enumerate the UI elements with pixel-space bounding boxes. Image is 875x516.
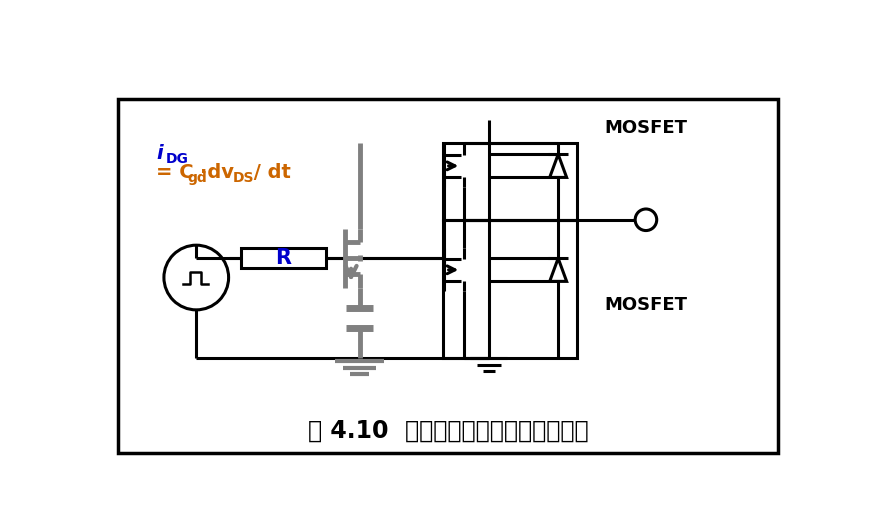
Text: ·dv: ·dv (200, 163, 234, 182)
Text: / dt: / dt (247, 163, 291, 182)
Text: MOSFET: MOSFET (605, 296, 688, 314)
Polygon shape (550, 259, 567, 281)
Text: DS: DS (234, 171, 255, 185)
Bar (241, 248, 326, 268)
Text: MOSFET: MOSFET (605, 119, 688, 137)
Polygon shape (550, 154, 567, 178)
Text: DG: DG (166, 152, 189, 166)
Text: gd: gd (187, 171, 206, 185)
Text: R: R (276, 248, 291, 268)
Bar (443, 220, 578, 359)
Bar (118, 99, 779, 453)
Bar (443, 143, 578, 220)
Text: = C: = C (157, 163, 194, 182)
Text: 图 4.10  在栅极和源极之间添加电容器: 图 4.10 在栅极和源极之间添加电容器 (308, 418, 588, 442)
Text: i: i (157, 144, 163, 163)
